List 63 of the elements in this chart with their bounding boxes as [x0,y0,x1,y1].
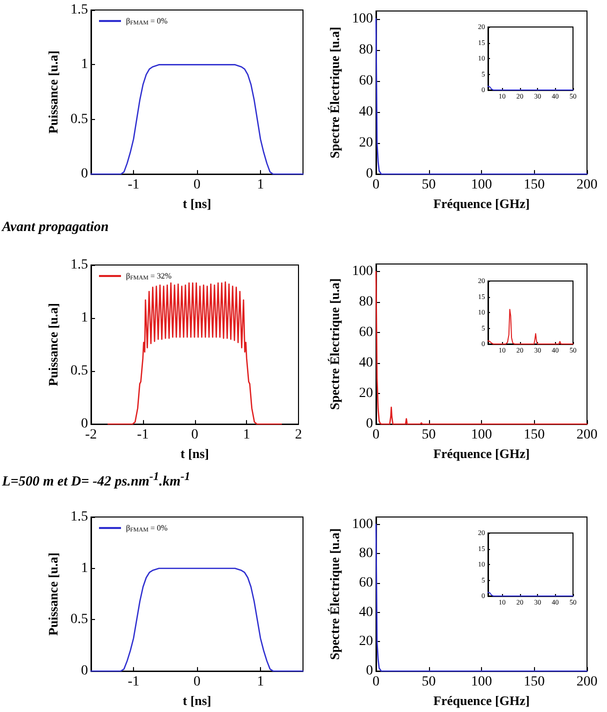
x-axis-title: t [ns] [182,196,212,211]
y-tick-label: 100 [352,264,373,280]
y-tick-label: 1.5 [70,2,88,18]
y-tick-label: 1.5 [70,258,88,272]
x-tick-label: 1 [243,428,250,443]
x-axis-title: t [ns] [182,693,212,708]
y-tick-label: 0 [81,416,88,432]
y-tick-label: 40 [359,104,373,120]
x-tick-label: 2 [295,428,302,443]
y-tick-label: 60 [359,73,373,88]
x-tick-label: 0 [194,674,200,690]
text: Avant propagation [2,220,109,236]
y-tick-label: 1 [81,57,88,72]
y-tick-label: 60 [359,325,373,340]
x-tick-label: 50 [422,428,436,443]
y-tick-label: 1.5 [70,510,88,524]
y-axis-title: Spectre Électrique [u.a] [327,528,342,660]
y-tick-label: 100 [352,11,373,26]
y-tick-label: 100 [352,516,373,532]
x-tick-label: 1 [256,178,264,193]
text: L=500 m et D= -42 ps.nm$^{-1}$.km$^{-1}$ [2,470,190,491]
x-tick-label: 50 [422,178,436,193]
x-axis-title: Fréquence [GHz] [433,693,530,708]
x-tick-label: 0 [191,428,198,443]
y-tick-label: 80 [359,546,373,562]
x-tick-label: 150 [524,674,545,690]
y-tick-label: 20 [359,386,373,402]
x-tick-label: 1 [256,674,264,690]
x-tick-label: -1 [128,674,140,690]
y-tick-label: 80 [359,294,373,310]
y-tick-label: 60 [359,576,373,591]
y-tick-label: 20 [359,136,373,151]
y-axis-title: Spectre Électrique [u.a] [327,278,342,410]
y-tick-label: 0.5 [70,364,88,379]
x-tick-label: -1 [128,178,140,193]
y-tick-label: 0 [366,664,373,679]
x-tick-label: 200 [576,428,598,443]
y-tick-label: 1 [81,310,88,326]
y-tick-label: 0 [81,664,88,679]
y-axis-title: Puissance [u.a] [46,552,61,636]
y-tick-label: 80 [359,42,373,58]
x-tick-label: 150 [524,428,545,443]
x-tick-label: -2 [85,428,97,443]
x-axis-title: Fréquence [GHz] [433,446,530,461]
x-tick-label: 150 [524,178,545,193]
y-axis-title: Puissance [u.a] [46,50,61,134]
y-axis-title: Puissance [u.a] [46,303,61,386]
y-tick-label: 0.5 [70,112,88,127]
line-series [107,281,282,425]
y-tick-label: 0.5 [70,612,88,628]
x-axis-title: Fréquence [GHz] [433,196,530,211]
y-tick-label: 0 [366,166,373,182]
y-tick-label: 1 [81,560,88,576]
y-tick-label: 0 [81,166,88,182]
y-tick-label: 20 [359,634,373,650]
x-tick-label: 50 [422,674,436,690]
x-tick-label: 0 [194,178,200,193]
x-axis-title: t [ns] [180,446,210,461]
x-tick-label: 200 [576,674,598,690]
y-tick-label: 0 [366,416,373,432]
y-axis-title: Spectre Électrique [u.a] [327,26,342,158]
x-tick-label: -1 [137,428,149,443]
x-tick-label: 200 [576,178,598,193]
